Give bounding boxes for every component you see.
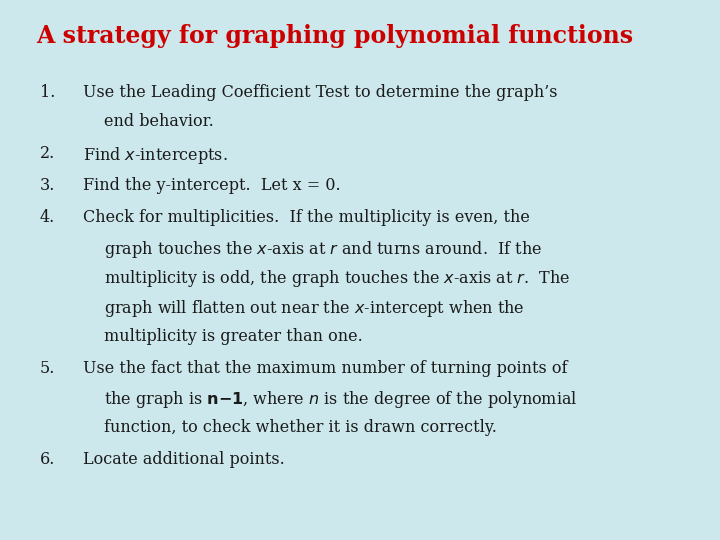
Text: function, to check whether it is drawn correctly.: function, to check whether it is drawn c…: [104, 419, 498, 436]
Text: Use the fact that the maximum number of turning points of: Use the fact that the maximum number of …: [83, 360, 567, 376]
Text: Check for multiplicities.  If the multiplicity is even, the: Check for multiplicities. If the multipl…: [83, 209, 530, 226]
Text: Find $x$-intercepts.: Find $x$-intercepts.: [83, 145, 228, 166]
Text: graph will flatten out near the $x$-intercept when the: graph will flatten out near the $x$-inte…: [104, 298, 525, 319]
Text: 5.: 5.: [40, 360, 55, 376]
Text: the graph is $\mathbf{n} \mathbf{-} \mathbf{1}$, where $n$ is the degree of the : the graph is $\mathbf{n} \mathbf{-} \mat…: [104, 389, 578, 410]
Text: 1.: 1.: [40, 84, 55, 100]
Text: Find the y-intercept.  Let x = 0.: Find the y-intercept. Let x = 0.: [83, 177, 341, 194]
Text: 2.: 2.: [40, 145, 55, 162]
Text: end behavior.: end behavior.: [104, 113, 214, 130]
Text: Use the Leading Coefficient Test to determine the graph’s: Use the Leading Coefficient Test to dete…: [83, 84, 557, 100]
Text: 3.: 3.: [40, 177, 55, 194]
Text: A strategy for graphing polynomial functions: A strategy for graphing polynomial funct…: [36, 24, 633, 48]
Text: 6.: 6.: [40, 451, 55, 468]
Text: Locate additional points.: Locate additional points.: [83, 451, 284, 468]
Text: graph touches the $x$-axis at $r$ and turns around.  If the: graph touches the $x$-axis at $r$ and tu…: [104, 239, 542, 260]
Text: 4.: 4.: [40, 209, 55, 226]
Text: multiplicity is greater than one.: multiplicity is greater than one.: [104, 328, 363, 345]
Text: multiplicity is odd, the graph touches the $x$-axis at $r$.  The: multiplicity is odd, the graph touches t…: [104, 268, 571, 289]
